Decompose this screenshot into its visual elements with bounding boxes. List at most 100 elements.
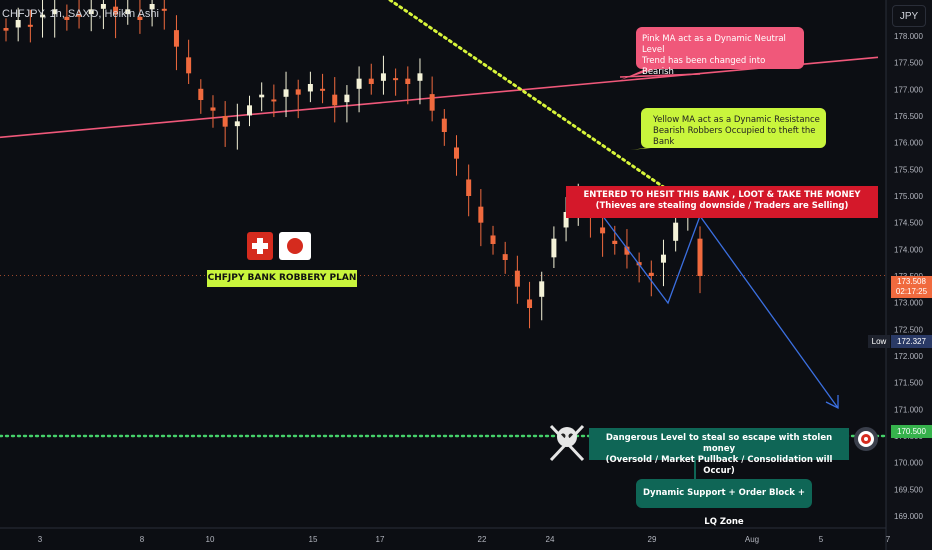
candle-body [380,73,386,81]
candle-body [697,238,703,276]
y-tick-label: 175.500 [894,165,923,174]
swiss-cross-horizontal [252,243,268,249]
last-price-value: 173.508 [897,277,926,286]
x-tick-label: 17 [376,535,385,544]
skull-crossbones-icon [557,427,577,447]
pink-ma-line [0,56,879,139]
candle-body [660,254,666,263]
candle-body [417,73,423,81]
y-tick-label: 172.500 [894,325,923,334]
candle-body [125,9,131,15]
candle-body [368,78,374,84]
candle-body [161,8,167,11]
candle-body [502,254,508,260]
entry-note: ENTERED TO HESIT THIS BANK , LOOT & TAKE… [566,186,878,218]
candle-body [64,16,70,20]
y-tick-label: 176.000 [894,139,923,148]
candle-body [453,147,459,159]
target-center [864,437,868,441]
candle-body [624,246,630,255]
candle-body [76,14,82,17]
candle-body [186,57,192,74]
candle-body [283,89,289,97]
y-tick-label: 169.500 [894,485,923,494]
y-tick-label: 178.000 [894,32,923,41]
y-tick-label: 175.000 [894,192,923,201]
y-tick-label: 177.500 [894,59,923,68]
y-tick-label: 174.000 [894,245,923,254]
y-tick-label: 173.000 [894,299,923,308]
yellow-ma-line-1: Yellow MA act as a Dynamic Resistance [653,115,820,125]
candle-body [673,222,679,241]
candle-body [173,30,179,47]
danger-line-1: Dangerous Level to steal so escape with … [605,433,833,454]
candle-body [563,212,569,228]
symbol-header: CHFJPY, 1h, SAXO, Heikin Ashi [2,8,159,20]
candle-body [27,24,33,27]
candle-body [137,16,143,20]
candle-body [514,270,520,287]
candle-body [429,94,435,111]
candle-body [441,118,447,132]
y-tick-label: 177.000 [894,85,923,94]
pink-ma-line-2: Trend has been changed into Bearish [642,56,766,77]
candle-body [259,94,265,98]
x-tick-label: 15 [309,535,318,544]
candle-body [490,235,496,244]
candle-body [320,88,326,91]
x-tick-label: 8 [140,535,145,544]
low-label: Low [868,335,890,348]
japan-sun [287,238,303,254]
currency-button[interactable]: JPY [892,5,926,27]
candle-body [271,99,277,102]
low-value-tag: 172.327 [891,335,932,348]
candle-body [88,9,94,15]
y-tick-label: 170.000 [894,459,923,468]
candle-body [405,78,411,84]
candle-body [600,227,606,234]
candle-body [40,14,46,18]
candle-body [3,28,9,31]
candle-body [247,105,253,116]
x-tick-label: 24 [546,535,555,544]
candle-body [222,116,228,127]
x-tick-label: 22 [478,535,487,544]
x-tick-label: Aug [745,535,759,544]
candle-body [539,281,545,297]
y-tick-label: 171.500 [894,379,923,388]
countdown-value: 02:17:25 [895,287,928,296]
level-value-tag: 170.500 [891,425,932,438]
candle-body [344,94,350,103]
candle-body [551,238,557,258]
candle-body [198,88,204,100]
candle-body [478,206,484,223]
candle-body [15,20,21,28]
entry-line-2: (Thieves are stealing downside / Traders… [595,201,849,211]
projection-arrowhead [825,395,839,410]
candle-body [52,9,58,15]
pink-ma-note: Pink MA act as a Dynamic Neutral Level T… [636,27,804,77]
bone-2 [549,424,585,462]
candle-body [527,299,533,308]
candle-body [466,179,472,196]
y-tick-label: 169.000 [894,512,923,521]
y-tick-label: 174.500 [894,219,923,228]
candle-body [295,89,301,95]
danger-line-2: (Oversold / Market Pullback / Consolidat… [605,455,833,476]
y-tick-label: 176.500 [894,112,923,121]
yellow-ma-line-2: Bearish Robbers Occupied to theft the Ba… [653,126,816,147]
candle-body [234,121,240,127]
candle-body [210,107,216,111]
last-price-tag: 173.508 02:17:25 [891,276,932,298]
candle-body [356,78,362,89]
candle-body [332,94,338,106]
yellow-ma-line [388,0,702,214]
support-note: Dynamic Support + Order Block + LQ Zone [636,479,812,527]
x-tick-label: 5 [819,535,824,544]
plan-label: CHFJPY BANK ROBBERY PLAN [207,270,357,287]
candle-body [393,78,399,81]
candle-body [149,4,155,10]
danger-note: Dangerous Level to steal so escape with … [589,428,849,476]
